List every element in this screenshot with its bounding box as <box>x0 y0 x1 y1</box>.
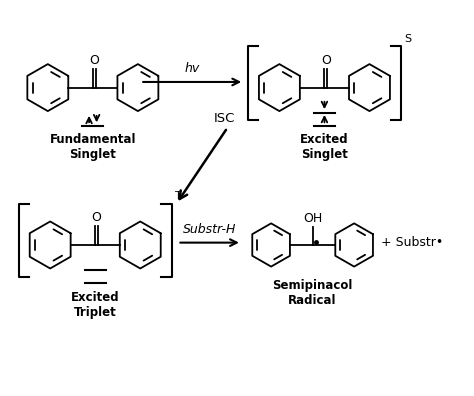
Text: hv: hv <box>184 63 200 75</box>
Text: Excited
Singlet: Excited Singlet <box>300 133 349 161</box>
Text: O: O <box>89 54 99 67</box>
Text: + Substr•: + Substr• <box>381 236 443 249</box>
Text: Fundamental
Singlet: Fundamental Singlet <box>50 133 136 161</box>
Text: T: T <box>174 191 182 201</box>
Text: ISC: ISC <box>213 112 235 125</box>
Text: S: S <box>404 34 411 44</box>
Text: Semipinacol
Radical: Semipinacol Radical <box>273 279 353 307</box>
Text: OH: OH <box>303 212 322 225</box>
Text: Excited
Triplet: Excited Triplet <box>71 291 119 318</box>
Text: O: O <box>91 211 101 224</box>
Text: O: O <box>321 54 331 67</box>
Text: Substr-H: Substr-H <box>183 223 237 236</box>
